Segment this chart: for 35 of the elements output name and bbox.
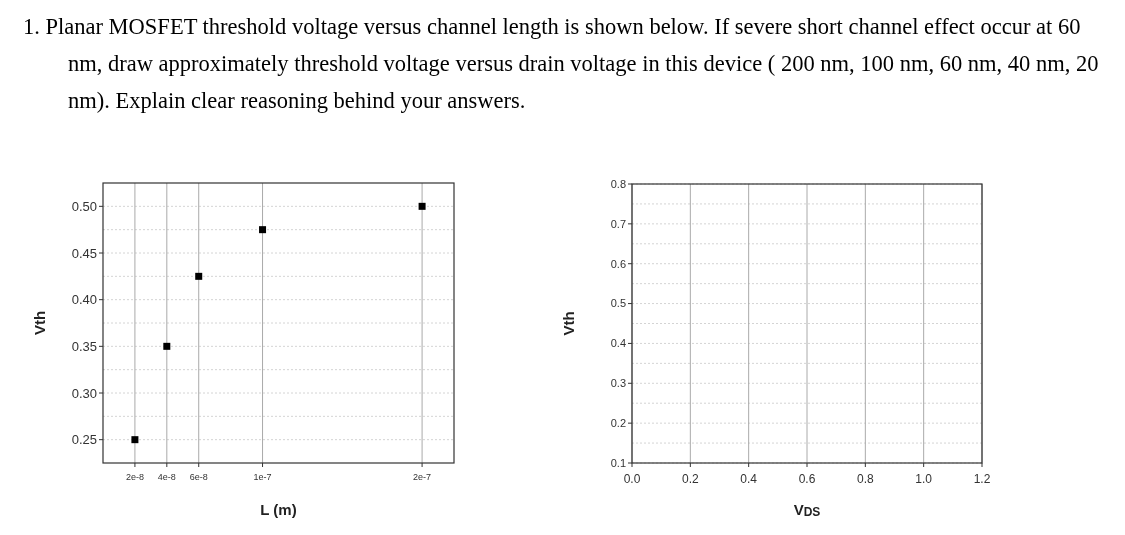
x-axis-title: L (m) xyxy=(260,501,297,518)
x-tick-label: 0.6 xyxy=(798,472,816,486)
y-tick-label: 0.40 xyxy=(71,292,97,308)
y-tick-label: 0.50 xyxy=(71,198,97,214)
y-tick-label: 0.2 xyxy=(610,416,626,429)
y-tick-label: 0.7 xyxy=(610,217,626,230)
text: 1. Planar MOSFET threshold voltage versus channel length is shown below. If severe short channel effect occur at 60 nm, draw approximately threshold voltage versus drain voltage in this device ( 200 nm, 100 nm, 60 nm, 40 nm, 20 nm). Explain clear reasoning behind your answers. xyxy=(23,13,1100,115)
y-tick-label: 0.30 xyxy=(71,385,97,401)
x-tick-label: 1e-7 xyxy=(253,472,272,482)
x-tick-label: 0.2 xyxy=(681,472,699,486)
x-tick-label: 1.0 xyxy=(915,472,933,486)
point xyxy=(418,202,426,210)
point xyxy=(131,436,139,444)
y-tick-label: 0.8 xyxy=(610,177,626,190)
y-tick-label: 0.4 xyxy=(610,337,626,350)
y-tick-label: 0.1 xyxy=(610,456,626,469)
y-axis-title: Vth xyxy=(560,311,577,336)
y-tick-label: 0.25 xyxy=(71,432,97,448)
y-tick-label: 0.45 xyxy=(71,245,97,261)
y-tick-label: 0.3 xyxy=(610,377,626,390)
x-tick-label: 0.4 xyxy=(740,472,758,486)
x-tick-label: 1.2 xyxy=(973,472,991,486)
x-tick-label: 4e-8 xyxy=(157,472,176,482)
point xyxy=(163,342,171,350)
x-tick-label: 6e-8 xyxy=(189,472,208,482)
x-tick-label: 0.8 xyxy=(856,472,874,486)
x-tick-label: 2e-7 xyxy=(413,472,432,482)
x-tick-label: 0.0 xyxy=(623,472,641,486)
y-tick-label: 0.6 xyxy=(610,257,626,270)
y-tick-label: 0.5 xyxy=(610,297,626,310)
y-axis-title: Vth xyxy=(31,310,48,336)
point xyxy=(259,226,267,234)
y-tick-label: 0.35 xyxy=(71,338,97,354)
x-tick-label: 2e-8 xyxy=(125,472,144,482)
point xyxy=(195,272,203,280)
